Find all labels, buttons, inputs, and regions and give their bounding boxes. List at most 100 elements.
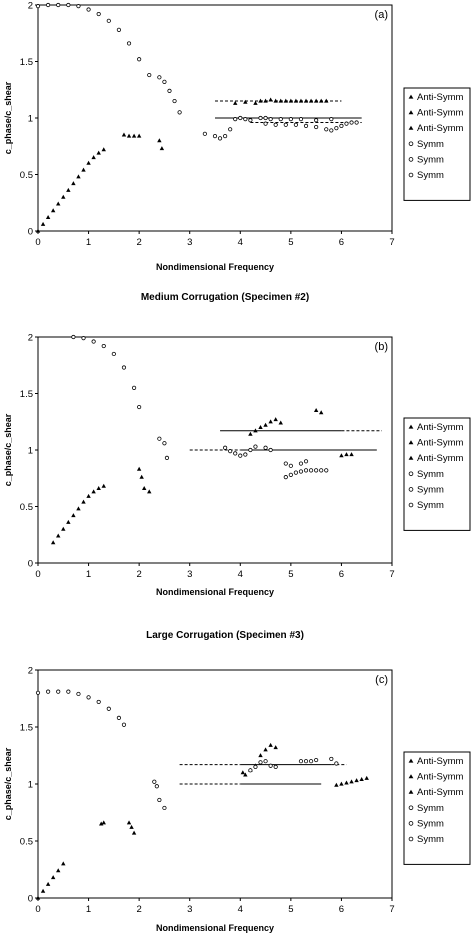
- y-tick-label: 1.5: [20, 389, 33, 400]
- data-point: [253, 100, 258, 105]
- x-tick-label: 2: [136, 904, 141, 915]
- x-tick-label: 3: [187, 904, 192, 915]
- data-point: [349, 120, 354, 125]
- data-point: [293, 122, 299, 127]
- data-point: [40, 888, 46, 893]
- legend-marker: [408, 471, 414, 477]
- series-1: [35, 861, 66, 900]
- data-point: [278, 420, 283, 425]
- series-3: [248, 408, 354, 458]
- data-point: [50, 208, 56, 213]
- x-tick-label: 3: [187, 569, 192, 580]
- legend-entry: Symm: [417, 818, 444, 829]
- series-4: [71, 334, 170, 461]
- data-point: [303, 759, 309, 764]
- data-point: [129, 824, 134, 829]
- data-point: [268, 419, 273, 424]
- y-tick-label: 0.5: [20, 837, 33, 848]
- data-point: [329, 128, 334, 133]
- data-point: [233, 451, 238, 456]
- data-point: [344, 121, 349, 126]
- legend-entry: Anti-Symm: [417, 453, 464, 464]
- data-point: [349, 779, 354, 784]
- legend-marker: [408, 110, 414, 115]
- data-point: [273, 745, 278, 750]
- data-point: [283, 475, 288, 480]
- x-tick-label: 7: [389, 904, 394, 915]
- data-point: [288, 117, 293, 122]
- y-tick-label: 2: [28, 1, 33, 12]
- data-point: [258, 425, 263, 429]
- data-point: [308, 468, 314, 473]
- data-point: [46, 2, 51, 8]
- data-point: [288, 463, 293, 468]
- data-point: [152, 779, 157, 784]
- data-point: [273, 122, 278, 127]
- legend: Anti-Symm Anti-Symm Anti-Symm Symm Symm Symm: [403, 87, 471, 201]
- data-point: [238, 115, 243, 121]
- data-point: [293, 470, 299, 475]
- legend-entry: Anti-Symm: [417, 756, 464, 767]
- data-point: [116, 27, 122, 32]
- data-point: [298, 117, 304, 122]
- x-tick-label: 1: [86, 237, 91, 248]
- data-point: [263, 422, 268, 427]
- data-point: [139, 474, 144, 479]
- data-point: [324, 98, 329, 103]
- data-point: [101, 343, 106, 349]
- data-point: [96, 699, 101, 705]
- data-point: [283, 122, 288, 127]
- data-point: [268, 742, 273, 747]
- x-tick-label: 5: [288, 237, 293, 248]
- legend-marker: [408, 487, 414, 492]
- data-point: [76, 4, 81, 9]
- data-point: [283, 98, 288, 103]
- data-point: [50, 875, 56, 880]
- data-point: [35, 228, 41, 233]
- data-point: [157, 436, 162, 441]
- data-point: [278, 98, 283, 103]
- data-point: [223, 133, 228, 139]
- data-point: [308, 98, 314, 103]
- data-point: [35, 895, 41, 900]
- data-point: [96, 150, 101, 155]
- data-point: [288, 472, 293, 477]
- data-point: [45, 215, 51, 220]
- data-point: [217, 136, 223, 141]
- data-point: [223, 445, 228, 450]
- y-tick-label: 1: [28, 114, 33, 125]
- y-tick-label: 0: [28, 227, 33, 238]
- data-point: [172, 98, 177, 104]
- data-point: [81, 167, 86, 172]
- data-point: [303, 98, 309, 103]
- data-point: [258, 760, 263, 765]
- data-point: [314, 124, 319, 130]
- series-5: [152, 779, 167, 811]
- data-point: [61, 526, 66, 531]
- panel-label: (a): [375, 9, 388, 21]
- data-point: [76, 691, 81, 697]
- chart-panel-3: Large Corrugation (Specimen #3) (c) 0 1 2 3 4 5…: [3, 630, 471, 933]
- data-point: [329, 756, 334, 762]
- data-point: [298, 759, 304, 764]
- y-tick-label: 1.5: [20, 57, 33, 68]
- data-point: [314, 757, 319, 763]
- panel-label: (b): [375, 341, 388, 353]
- data-point: [273, 764, 278, 770]
- data-point: [157, 138, 162, 143]
- data-point: [314, 468, 319, 473]
- data-point: [35, 4, 41, 9]
- legend-marker: [408, 836, 414, 842]
- data-point: [56, 868, 61, 873]
- legend-marker: [408, 125, 414, 130]
- data-point: [339, 123, 344, 129]
- x-tick-label: 1: [86, 904, 91, 915]
- data-point: [228, 127, 233, 132]
- y-tick-label: 0: [28, 894, 33, 905]
- x-tick-label: 4: [238, 569, 243, 580]
- data-point: [101, 483, 106, 488]
- data-point: [288, 98, 294, 103]
- data-point: [354, 778, 359, 783]
- data-point: [248, 431, 253, 436]
